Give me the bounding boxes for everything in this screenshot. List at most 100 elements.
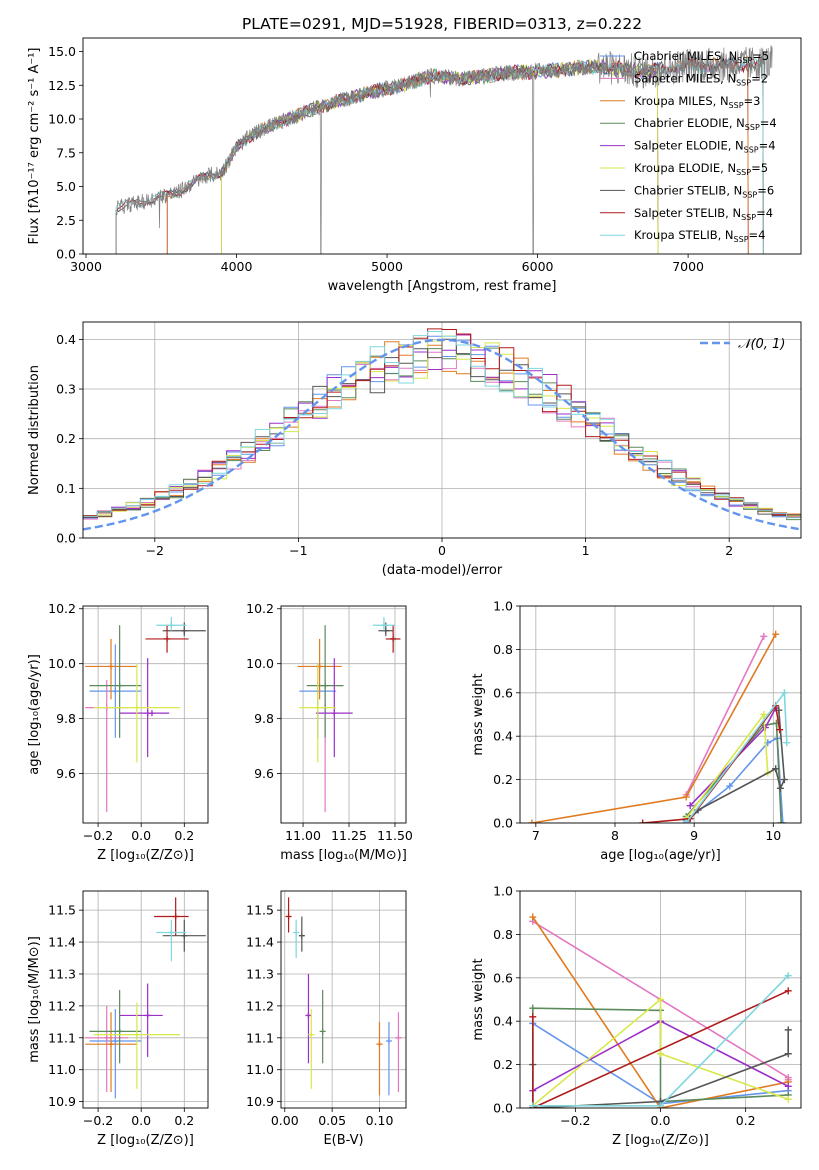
y-tick-label: 11.1 bbox=[48, 1030, 76, 1045]
x-tick-label: 0.0 bbox=[651, 1113, 671, 1128]
axes-frame bbox=[82, 605, 209, 824]
y-tick-label: 10.2 bbox=[246, 601, 274, 616]
x-axis-label: wavelength [Angstrom, rest frame] bbox=[328, 279, 557, 294]
series-marker bbox=[784, 1050, 792, 1058]
x-tick-label: 0.00 bbox=[271, 1113, 299, 1128]
ticks: 0.00 0.05 0.10 10.9 11.0 11.1 11.2 11.3 11.4 11.5 bbox=[246, 903, 393, 1128]
y-tick-label: 0.6 bbox=[493, 970, 513, 985]
y-tick-label: 0.2 bbox=[493, 1057, 513, 1072]
data-point bbox=[380, 622, 387, 629]
axes-frame bbox=[82, 321, 802, 539]
data-point bbox=[319, 1028, 326, 1035]
x-tick-label: 0.05 bbox=[318, 1113, 346, 1128]
series-marker bbox=[776, 784, 784, 792]
axes-massweight-vs-age: 7 8 9 10 0.0 0.2 0.4 0.6 0.8 1.0 age [log₁₀(age/yr… bbox=[471, 599, 802, 863]
y-tick-label: 10.9 bbox=[48, 1094, 76, 1109]
x-tick-label: 0 bbox=[438, 543, 446, 558]
data-point bbox=[395, 1034, 402, 1041]
y-tick-label: 0.4 bbox=[56, 332, 76, 347]
data-point bbox=[298, 932, 305, 939]
y-tick-label: 0.1 bbox=[56, 481, 76, 496]
y-tick-label: 10.0 bbox=[48, 656, 76, 671]
data-point bbox=[108, 663, 115, 670]
x-tick-label: 4000 bbox=[221, 259, 253, 274]
y-tick-label: 9.6 bbox=[56, 766, 76, 781]
data-point bbox=[385, 1037, 392, 1044]
x-tick-label: −0.2 bbox=[83, 1113, 113, 1128]
x-tick-label: 5000 bbox=[371, 259, 403, 274]
x-tick-label: 2 bbox=[725, 543, 733, 558]
data-point bbox=[376, 1041, 383, 1048]
y-tick-label: 11.3 bbox=[246, 966, 274, 981]
series-marker bbox=[772, 765, 780, 773]
x-tick-label: 0.10 bbox=[366, 1113, 394, 1128]
series-marker bbox=[529, 1004, 537, 1012]
series-marker bbox=[639, 819, 647, 823]
data-point bbox=[148, 710, 155, 717]
data-point bbox=[133, 704, 140, 711]
y-tick-label: 0.4 bbox=[493, 729, 513, 744]
y-tick-label: 0.2 bbox=[493, 772, 513, 787]
ticks: 7 8 9 10 0.0 0.2 0.4 0.6 0.8 1.0 bbox=[493, 599, 781, 844]
legend-label: Salpeter MILES, NSSP=2 bbox=[634, 71, 768, 87]
x-tick-label: 1 bbox=[582, 543, 590, 558]
data-point bbox=[305, 1012, 312, 1019]
axes-mass-vs-Z: −0.2 0.0 0.2 10.9 11.0 11.1 11.2 11.3 11.4 11.5 Z … bbox=[27, 890, 209, 1148]
y-tick-label: 0.8 bbox=[493, 927, 513, 942]
series-marker bbox=[657, 1050, 664, 1058]
series-line bbox=[532, 990, 789, 1108]
series-marker bbox=[784, 1095, 792, 1103]
histogram-step bbox=[83, 335, 801, 517]
x-tick-label: −0.2 bbox=[83, 828, 113, 843]
data-point bbox=[133, 1031, 140, 1038]
plot-area bbox=[520, 891, 801, 1108]
axes-frame bbox=[82, 37, 802, 255]
axes-frame bbox=[280, 605, 407, 824]
x-tick-label: −2 bbox=[146, 543, 164, 558]
data-point bbox=[112, 688, 119, 695]
series-marker bbox=[686, 802, 694, 810]
data-point bbox=[108, 1041, 115, 1048]
x-axis-label: mass [log₁₀(M/M⊙)] bbox=[280, 848, 407, 863]
y-tick-label: 11.0 bbox=[246, 1062, 274, 1077]
x-tick-label: 0.0 bbox=[131, 828, 151, 843]
data-point bbox=[181, 932, 188, 939]
data-point bbox=[103, 1034, 110, 1041]
series-marker bbox=[784, 972, 792, 980]
x-tick-label: 0.2 bbox=[174, 828, 194, 843]
series-marker bbox=[657, 1102, 664, 1108]
y-tick-label: 1.0 bbox=[493, 884, 513, 899]
y-tick-label: 12.5 bbox=[48, 78, 76, 93]
legend-label: Chabrier MILES, NSSP=5 bbox=[634, 49, 769, 65]
series-marker bbox=[726, 782, 734, 790]
plot-area bbox=[115, 45, 773, 254]
data-point bbox=[116, 682, 123, 689]
y-tick-label: 11.0 bbox=[48, 1062, 76, 1077]
series-marker bbox=[682, 819, 690, 823]
plot-area bbox=[83, 891, 208, 1108]
axes-frame bbox=[519, 605, 802, 824]
y-tick-label: 1.0 bbox=[493, 599, 513, 614]
data-point bbox=[116, 1028, 123, 1035]
axes-massweight-vs-Z: −0.2 0.0 0.2 0.0 0.2 0.4 0.6 0.8 1.0 Z [log₁₀(Z/Z… bbox=[471, 884, 802, 1148]
legend-label: Chabrier ELODIE, NSSP=4 bbox=[634, 116, 777, 132]
y-tick-label: 15.0 bbox=[48, 44, 76, 59]
y-tick-label: 0.3 bbox=[56, 382, 76, 397]
legend-label: Salpeter ELODIE, NSSP=4 bbox=[634, 139, 776, 155]
series-line bbox=[532, 997, 789, 1107]
y-tick-label: 0.6 bbox=[493, 685, 513, 700]
series-marker bbox=[528, 819, 536, 823]
series-marker bbox=[657, 996, 664, 1003]
legend: Chabrier MILES, NSSP=5 Salpeter MILES, NS… bbox=[600, 49, 777, 244]
y-axis-label: mass [log₁₀(M/M⊙)] bbox=[27, 936, 42, 1063]
x-tick-label: 11.00 bbox=[285, 828, 321, 843]
data-point bbox=[144, 1012, 151, 1019]
x-tick-label: 3000 bbox=[70, 259, 102, 274]
x-tick-label: 10 bbox=[765, 828, 781, 843]
y-tick-label: 11.4 bbox=[246, 935, 274, 950]
axes-frame bbox=[82, 890, 209, 1109]
plot-area bbox=[281, 606, 406, 823]
series-marker bbox=[529, 913, 537, 921]
data-point bbox=[112, 1037, 119, 1044]
